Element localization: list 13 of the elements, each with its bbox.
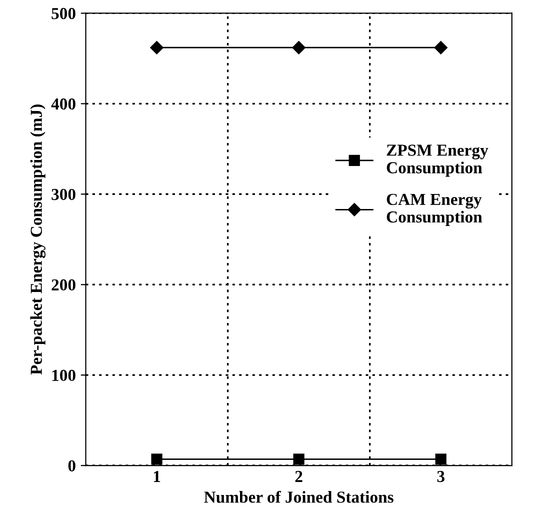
x-tick-label: 1: [154, 470, 160, 482]
x-tick-label: 2: [295, 470, 302, 482]
y-tick-label: 400: [51, 98, 76, 110]
y-tick-label: 500: [52, 8, 76, 20]
y-axis-title: Per-packet Energy Consumption (mJ): [30, 104, 46, 375]
legend-label: CAM Energy Consumption: [386, 194, 482, 226]
legend-label: ZPSM Energy Consumption: [386, 144, 488, 177]
y-tick-label: 300: [52, 188, 76, 200]
x-tick-label: 3: [437, 470, 444, 482]
y-tick-label: 0: [68, 460, 76, 472]
x-axis-title: Number of Joined Stations: [204, 490, 394, 503]
y-tick-label: 100: [52, 370, 76, 382]
y-tick-label: 200: [52, 279, 76, 291]
